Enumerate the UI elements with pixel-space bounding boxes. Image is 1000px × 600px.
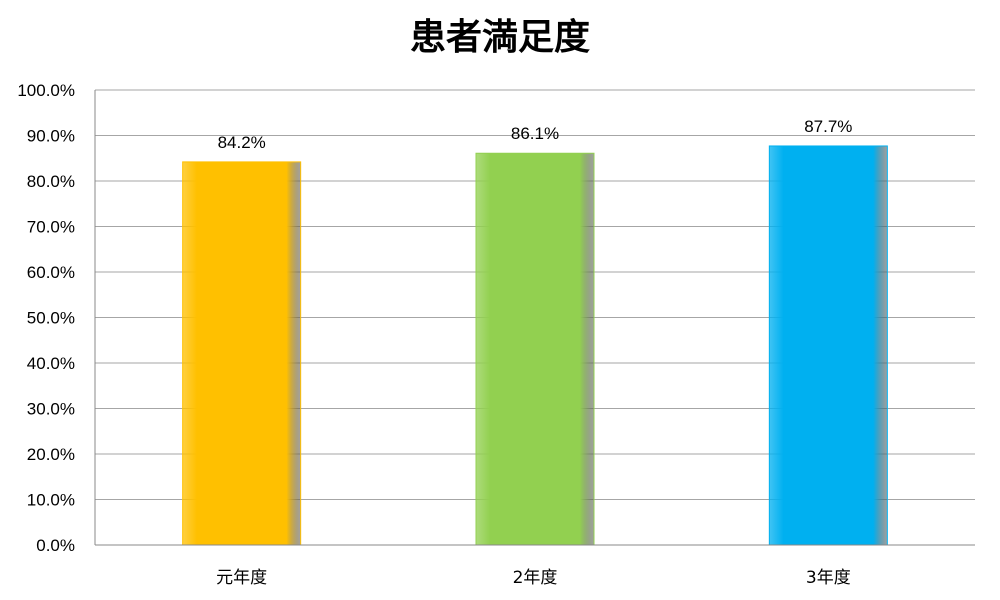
bars (182, 145, 888, 546)
data-label: 84.2% (218, 133, 266, 152)
bar (475, 152, 595, 546)
y-tick-label: 70.0% (27, 218, 75, 237)
y-axis-tick-labels: 0.0% 10.0% 20.0% 30.0% 40.0% 50.0% 60.0% 70.0% 8… (17, 81, 75, 555)
y-tick-label: 0.0% (36, 536, 75, 555)
y-tick-label: 90.0% (27, 127, 75, 146)
chart-title: 患者満足度 (409, 17, 590, 58)
y-tick-label: 50.0% (27, 309, 75, 328)
x-axis-category-labels: 元年度 2年度 3年度 (216, 568, 851, 588)
data-label: 86.1% (511, 124, 559, 143)
y-tick-label: 10.0% (27, 491, 75, 510)
bar (768, 145, 888, 546)
data-label: 87.7% (804, 117, 852, 136)
data-labels: 84.2% 86.1% 87.7% (218, 117, 853, 152)
y-tick-label: 20.0% (27, 445, 75, 464)
y-tick-label: 30.0% (27, 400, 75, 419)
category-label: 2年度 (513, 568, 558, 588)
category-label: 3年度 (806, 568, 851, 588)
category-label: 元年度 (216, 568, 267, 588)
y-tick-label: 60.0% (27, 263, 75, 282)
y-tick-label: 100.0% (17, 81, 75, 100)
y-tick-label: 40.0% (27, 354, 75, 373)
bar (182, 161, 302, 546)
y-tick-label: 80.0% (27, 172, 75, 191)
